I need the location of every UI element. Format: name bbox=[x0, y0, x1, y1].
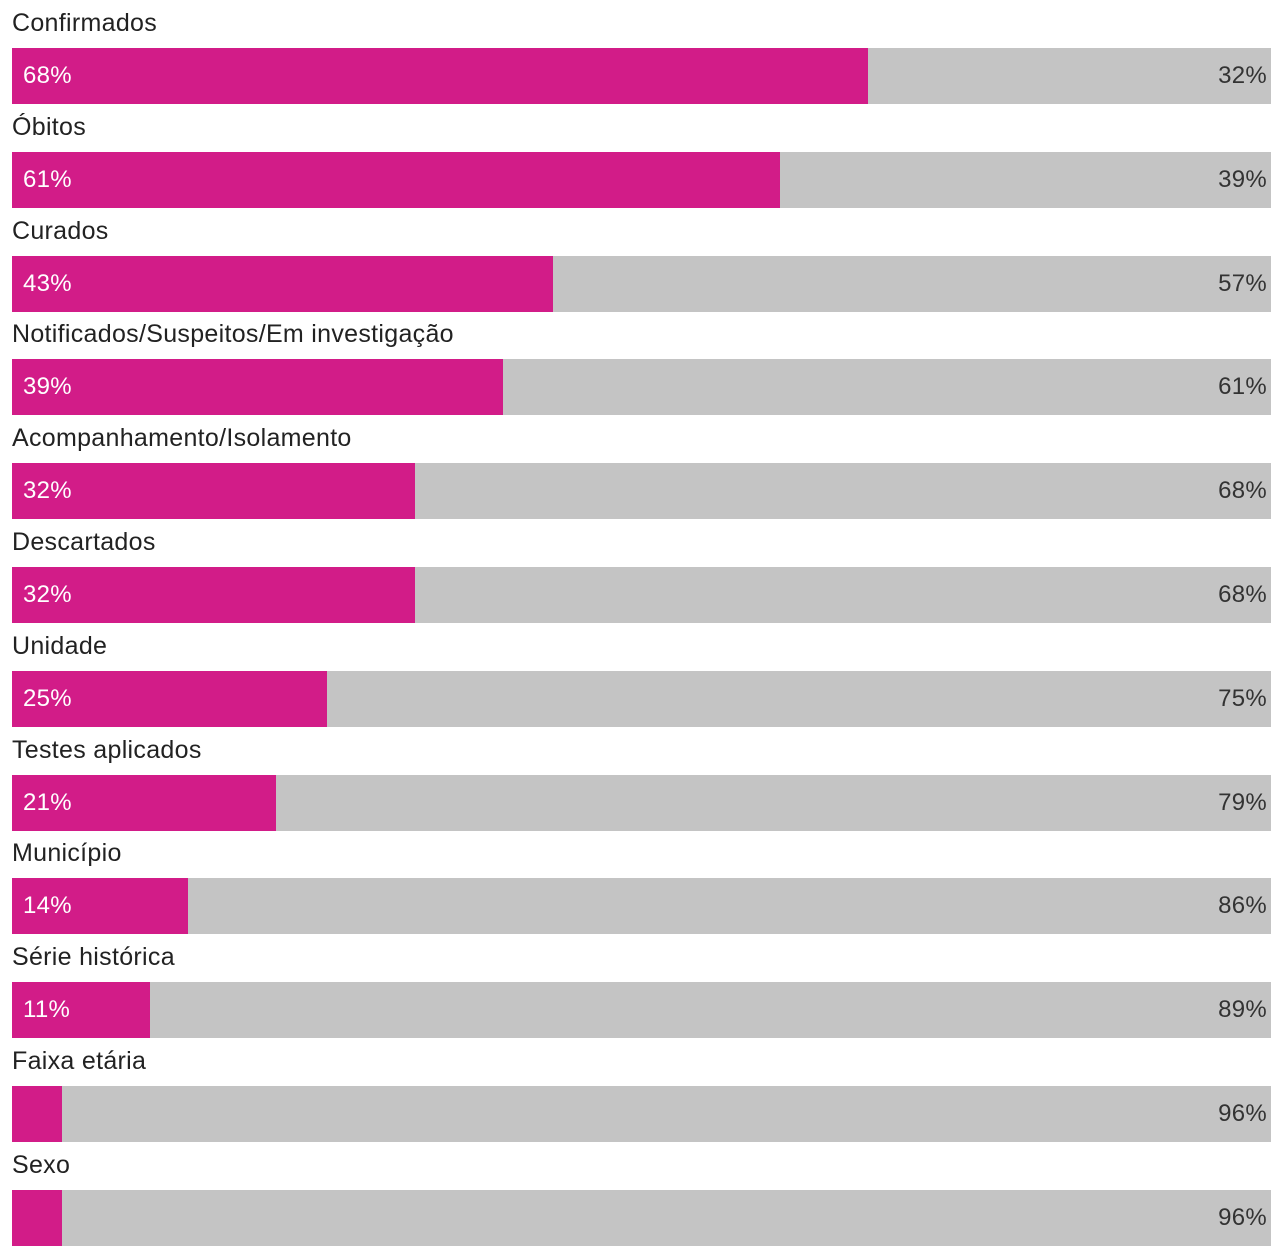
category-label: Sexo bbox=[12, 1150, 71, 1179]
remainder-value-label: 89% bbox=[1218, 996, 1267, 1024]
bar-remainder: 39% 61% bbox=[12, 359, 1271, 416]
bar-remainder: 21% 79% bbox=[12, 774, 1271, 831]
bar-row: Série histórica 11% 89% bbox=[0, 934, 1271, 1039]
bar-fill bbox=[12, 255, 554, 312]
category-label: Série histórica bbox=[12, 943, 175, 972]
bar-value-label: 11% bbox=[23, 996, 71, 1024]
bar-row: Curados 43% 57% bbox=[0, 208, 1271, 312]
bar-remainder: 96% bbox=[12, 1189, 1271, 1246]
bar-fill bbox=[12, 463, 415, 520]
category-label: Óbitos bbox=[12, 112, 87, 141]
remainder-value-label: 86% bbox=[1218, 892, 1267, 920]
bar-value-label: 39% bbox=[23, 373, 72, 401]
bar-value-label: 68% bbox=[23, 62, 72, 89]
bar-row: Notificados/Suspeitos/Em investigação 39%… bbox=[0, 311, 1271, 416]
bar-value-label: 25% bbox=[23, 684, 72, 712]
bar-row: Descartados 32% 68% bbox=[0, 519, 1271, 623]
bar-fill bbox=[12, 670, 327, 727]
bar-fill bbox=[12, 774, 277, 831]
bar-row: Acompanhamento/Isolamento 32% 68% bbox=[0, 415, 1271, 520]
remainder-value-label: 96% bbox=[1218, 1203, 1267, 1231]
bar-row: Sexo 96% bbox=[0, 1142, 1271, 1246]
bar-row: Município 14% 86% bbox=[0, 830, 1271, 935]
remainder-value-label: 68% bbox=[1218, 581, 1267, 608]
remainder-value-label: 61% bbox=[1218, 373, 1267, 401]
bar-row: Confirmados 68% 32% bbox=[0, 0, 1271, 104]
bar-row: Óbitos 61% 39% bbox=[0, 104, 1271, 208]
bar-value-label: 61% bbox=[23, 165, 72, 193]
category-label: Notificados/Suspeitos/Em investigação bbox=[12, 320, 454, 349]
bar-fill bbox=[12, 567, 415, 623]
category-label: Unidade bbox=[12, 631, 108, 660]
remainder-value-label: 32% bbox=[1218, 62, 1267, 89]
remainder-value-label: 57% bbox=[1218, 269, 1267, 297]
bar-fill bbox=[12, 878, 189, 935]
bar-remainder: 25% 75% bbox=[12, 670, 1271, 727]
bar-remainder: 96% bbox=[12, 1086, 1271, 1142]
bar-remainder: 43% 57% bbox=[12, 255, 1271, 312]
bar-value-label: 32% bbox=[23, 477, 72, 505]
bar-value-label: 32% bbox=[23, 581, 72, 608]
bar-fill bbox=[12, 48, 869, 104]
category-label: Confirmados bbox=[12, 9, 158, 37]
bar-fill bbox=[12, 1086, 63, 1142]
category-label: Município bbox=[12, 839, 122, 868]
bar-remainder: 14% 86% bbox=[12, 878, 1271, 935]
category-label: Faixa etária bbox=[12, 1047, 147, 1075]
bar-value-label: 43% bbox=[23, 269, 72, 297]
bar-remainder: 11% 89% bbox=[12, 982, 1271, 1039]
bar-remainder: 32% 68% bbox=[12, 567, 1271, 623]
category-label: Descartados bbox=[12, 528, 156, 556]
category-label: Curados bbox=[12, 216, 109, 245]
category-label: Acompanhamento/Isolamento bbox=[12, 424, 352, 453]
bar-row: Unidade 25% 75% bbox=[0, 623, 1271, 727]
remainder-value-label: 96% bbox=[1218, 1100, 1267, 1127]
remainder-value-label: 39% bbox=[1218, 165, 1267, 193]
bar-row: Testes aplicados 21% 79% bbox=[0, 727, 1271, 831]
category-label: Testes aplicados bbox=[12, 735, 202, 764]
bar-value-label: 21% bbox=[23, 788, 72, 816]
bar-fill bbox=[12, 982, 151, 1039]
bar-value-label: 14% bbox=[23, 892, 72, 920]
bar-row: Faixa etária 96% bbox=[0, 1038, 1271, 1142]
bar-remainder: 68% 32% bbox=[12, 48, 1271, 104]
bar-fill bbox=[12, 359, 503, 416]
bar-fill bbox=[12, 1189, 63, 1246]
bar-remainder: 61% 39% bbox=[12, 151, 1271, 208]
bar-remainder: 32% 68% bbox=[12, 463, 1271, 520]
remainder-value-label: 79% bbox=[1218, 788, 1267, 816]
remainder-value-label: 68% bbox=[1218, 477, 1267, 505]
bar-fill bbox=[12, 151, 780, 208]
remainder-value-label: 75% bbox=[1218, 684, 1267, 712]
